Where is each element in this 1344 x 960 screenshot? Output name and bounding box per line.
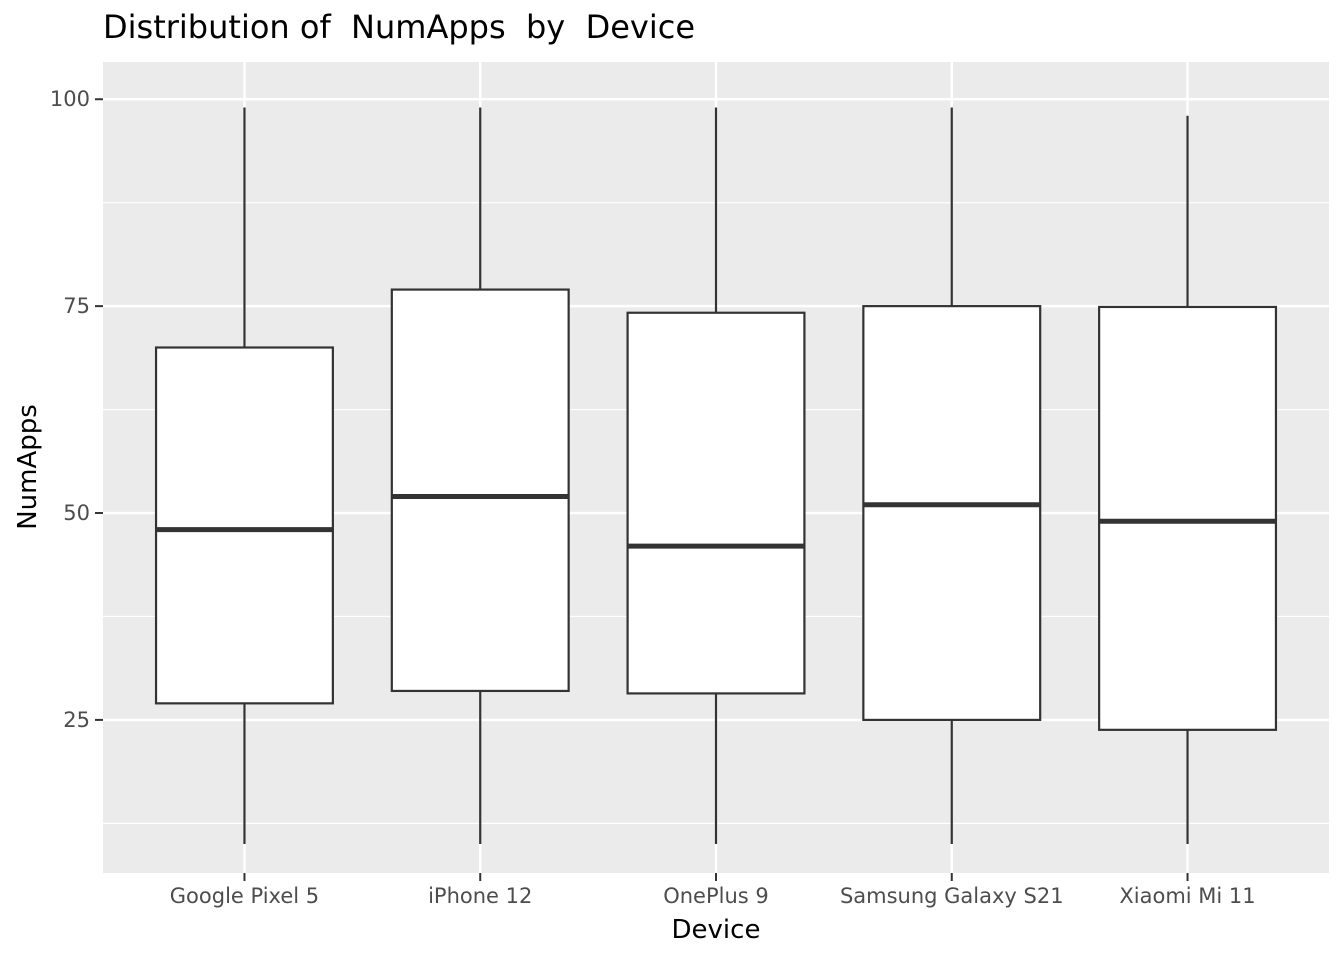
y-axis: 25 50 75 100 xyxy=(50,87,103,732)
y-tick-label: 50 xyxy=(63,501,90,525)
y-axis-title: NumApps xyxy=(13,404,43,530)
y-tick-label: 25 xyxy=(63,708,90,732)
x-tick-label: Google Pixel 5 xyxy=(170,884,319,908)
x-axis-title: Device xyxy=(672,915,761,945)
iqr-box xyxy=(1099,307,1276,730)
iqr-box xyxy=(392,290,569,691)
y-tick-label: 75 xyxy=(63,294,90,318)
iqr-box xyxy=(628,313,805,694)
x-axis: Google Pixel 5 iPhone 12 OnePlus 9 Samsung … xyxy=(170,873,1256,908)
x-tick-label: OnePlus 9 xyxy=(663,884,769,908)
x-tick-label: Samsung Galaxy S21 xyxy=(840,884,1064,908)
iqr-box xyxy=(156,348,333,704)
chart-title: Distribution of NumApps by Device xyxy=(103,8,695,46)
x-tick-label: Xiaomi Mi 11 xyxy=(1119,884,1255,908)
y-tick-label: 100 xyxy=(50,87,90,111)
iqr-box xyxy=(863,306,1040,720)
x-tick-label: iPhone 12 xyxy=(428,884,532,908)
